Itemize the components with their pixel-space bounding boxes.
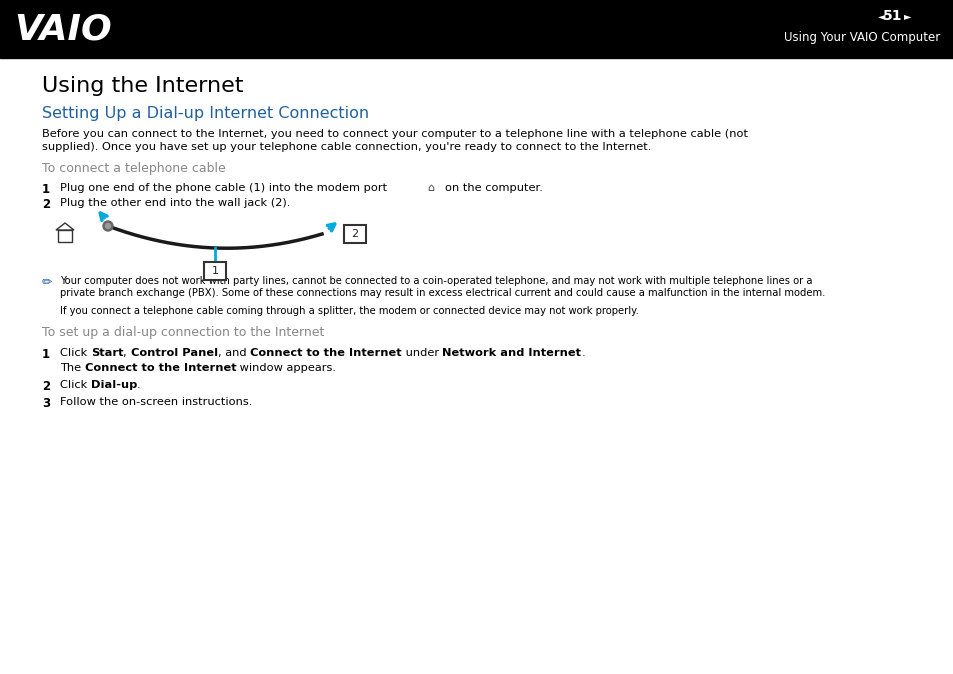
Text: To set up a dial-up connection to the Internet: To set up a dial-up connection to the In… [42,326,324,339]
Text: ◄: ◄ [877,11,884,21]
Text: private branch exchange (PBX). Some of these connections may result in excess el: private branch exchange (PBX). Some of t… [60,288,824,298]
Text: Network and Internet: Network and Internet [442,348,580,358]
Text: 1: 1 [42,348,51,361]
Text: , and: , and [217,348,250,358]
Text: Using Your VAIO Computer: Using Your VAIO Computer [783,32,939,44]
Text: The: The [60,363,85,373]
Text: supplied). Once you have set up your telephone cable connection, you're ready to: supplied). Once you have set up your tel… [42,142,651,152]
Polygon shape [56,223,74,230]
Text: 1: 1 [42,183,51,196]
Text: VAIO: VAIO [14,12,112,46]
Text: Plug one end of the phone cable (1) into the modem port: Plug one end of the phone cable (1) into… [60,183,387,193]
Bar [0,0,953,58]
Text: Before you can connect to the Internet, you need to connect your computer to a t: Before you can connect to the Internet, … [42,129,747,139]
Text: ✏: ✏ [42,276,52,289]
Circle shape [106,224,111,228]
Text: 1: 1 [212,266,218,276]
Text: under: under [401,348,442,358]
Text: window appears.: window appears. [236,363,336,373]
Text: If you connect a telephone cable coming through a splitter, the modem or connect: If you connect a telephone cable coming … [60,306,639,316]
Text: Start: Start [91,348,123,358]
Text: 2: 2 [42,380,51,393]
Bar [204,262,226,280]
Bar [344,225,366,243]
Text: Click: Click [60,348,91,358]
Circle shape [103,221,112,231]
Text: To connect a telephone cable: To connect a telephone cable [42,162,226,175]
Text: ⌂: ⌂ [427,183,434,193]
Text: Control Panel: Control Panel [131,348,217,358]
Text: Dial-up: Dial-up [91,380,137,390]
Text: .: . [137,380,141,390]
Bar [58,230,71,242]
Text: 2: 2 [351,229,358,239]
Text: Your computer does not work with party lines, cannot be connected to a coin-oper: Your computer does not work with party l… [60,276,812,286]
Text: Connect to the Internet: Connect to the Internet [250,348,401,358]
Text: .: . [580,348,584,358]
Text: Follow the on-screen instructions.: Follow the on-screen instructions. [60,397,253,407]
Text: 51: 51 [882,9,902,23]
Text: 2: 2 [42,198,51,211]
Text: Click: Click [60,380,91,390]
Text: ►: ► [903,11,910,21]
Text: ,: , [123,348,131,358]
Text: 3: 3 [42,397,51,410]
Text: Using the Internet: Using the Internet [42,76,243,96]
Text: Connect to the Internet: Connect to the Internet [85,363,236,373]
Text: Setting Up a Dial-up Internet Connection: Setting Up a Dial-up Internet Connection [42,106,369,121]
Text: Plug the other end into the wall jack (2).: Plug the other end into the wall jack (2… [60,198,290,208]
Text: on the computer.: on the computer. [444,183,542,193]
